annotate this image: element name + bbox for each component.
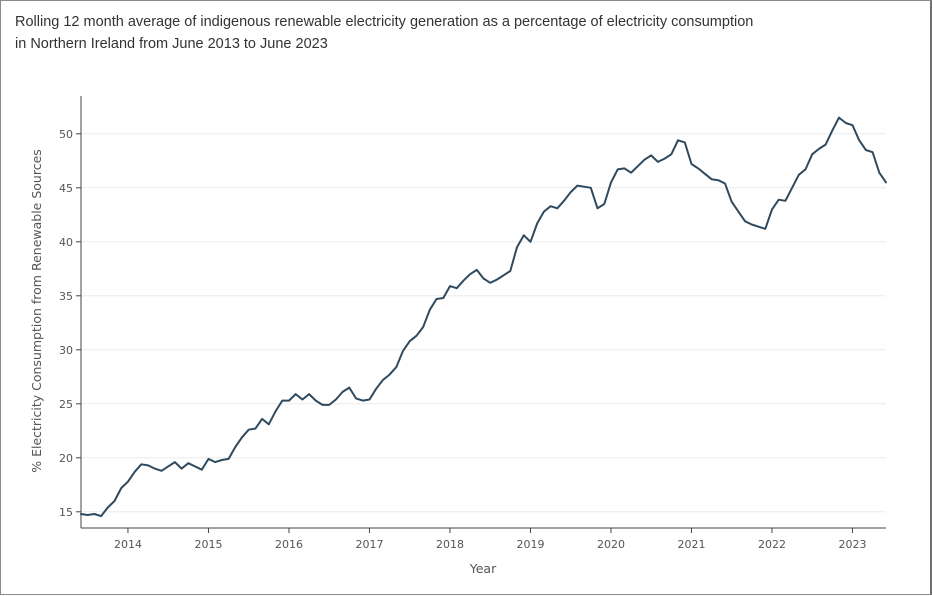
- x-tick-label-7: 2021: [677, 538, 705, 551]
- x-axis-ticks: 2014 2015 2016 2017 2018 2019 2020 2021 2022 2023: [114, 528, 866, 551]
- x-tick-label-1: 2015: [194, 538, 222, 551]
- x-tick-label-3: 2017: [355, 538, 383, 551]
- x-tick-label-0: 2014: [114, 538, 142, 551]
- y-tick-label-3: 30: [59, 344, 73, 357]
- y-tick-label-4: 35: [59, 290, 73, 303]
- x-tick-label-9: 2023: [838, 538, 866, 551]
- y-axis-ticks: 15 20 25 30 35 40 45 50: [59, 128, 81, 519]
- y-tick-label-5: 40: [59, 236, 73, 249]
- chart-title: Rolling 12 month average of indigenous r…: [15, 11, 915, 55]
- series-layer: [80, 116, 887, 518]
- x-tick-label-6: 2020: [597, 538, 625, 551]
- y-tick-label-1: 20: [59, 452, 73, 465]
- y-tick-label-2: 25: [59, 398, 73, 411]
- x-tick-label-8: 2022: [758, 538, 786, 551]
- y-tick-label-7: 50: [59, 128, 73, 141]
- x-axis-title: Year: [469, 561, 497, 576]
- y-tick-label-6: 45: [59, 182, 73, 195]
- chart-title-line-1: Rolling 12 month average of indigenous r…: [15, 14, 754, 30]
- y-axis-title: % Electricity Consumption from Renewable…: [29, 149, 44, 473]
- series-line-0: [80, 116, 887, 518]
- x-tick-label-2: 2016: [275, 538, 303, 551]
- axes: [80, 96, 886, 529]
- x-tick-label-5: 2019: [516, 538, 544, 551]
- chart-title-line-2: in Northern Ireland from June 2013 to Ju…: [15, 36, 328, 52]
- gridlines: [81, 133, 886, 513]
- y-tick-label-0: 15: [59, 506, 73, 519]
- x-tick-label-4: 2018: [436, 538, 464, 551]
